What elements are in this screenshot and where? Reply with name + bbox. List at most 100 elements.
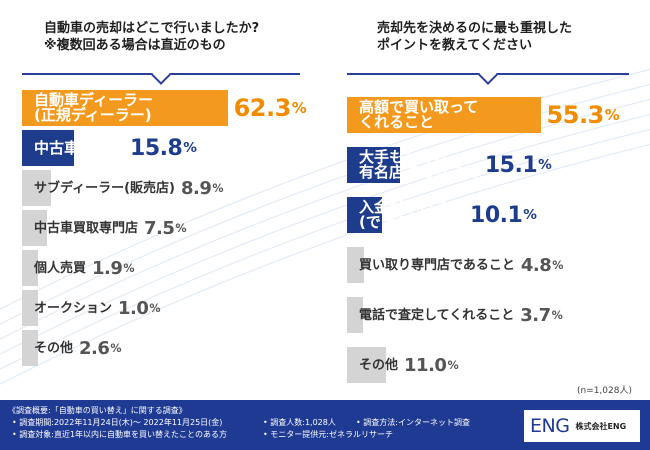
bar-label: 個人売買 (34, 250, 86, 286)
right-chart-title-box: 売却先を決めるのに最も重視した ポイントを教えてください (347, 20, 629, 85)
bar-value: 15.8% (130, 130, 197, 166)
footer-count: • 調査人数:1,028人 (263, 418, 336, 427)
bar-label: 中古車買取専門店 (34, 210, 138, 246)
percent-sign: % (552, 258, 563, 272)
footer-target: • 調査対象:直近1年以内に自動車を買い替えたことのある方 (12, 430, 227, 439)
bar (347, 97, 541, 133)
survey-footer: 《調査概要:「自動車の買い替え」に関する調査》 • 調査期間:2022年11月2… (0, 400, 650, 450)
left-chart-title: 自動車の売却はどこで行いましたか? (44, 21, 260, 36)
bar (22, 290, 38, 326)
bar-value: 11.0% (404, 347, 459, 383)
bar-label-line: 自動車ディーラー (34, 91, 153, 109)
bar-label: 買い取り専門店であること (359, 247, 515, 283)
bar-row: 入金が早いこと (できれば即日) 10.1% (347, 197, 637, 233)
bar-value-number: 2.6 (79, 337, 110, 359)
bar-label: 中古車販売店 (34, 130, 124, 166)
bar-label: 電話で査定してくれること (359, 297, 514, 333)
title-pointer-icon (478, 65, 498, 85)
bar-value-number: 1.0 (118, 297, 149, 319)
bar-label: 大手もしくは 有名店であること (359, 147, 479, 183)
bar-label: その他 (34, 330, 73, 366)
bar-row: 中古車販売店 15.8% (22, 130, 312, 166)
bar-label-line: くれること (359, 113, 435, 131)
percent-sign: % (523, 207, 537, 223)
bar-value: 2.6% (79, 330, 122, 366)
bar-row: その他 11.0% (347, 347, 637, 383)
title-pointer-icon (151, 65, 171, 85)
percent-sign: % (212, 181, 224, 195)
bar-label: 入金が早いこと (できれば即日) (359, 197, 464, 233)
eng-logo-mark: ENG (530, 415, 570, 437)
footer-period: • 調査期間:2022年11月24日(木)～ 2022年11月25日(金) (12, 418, 223, 427)
bar (22, 170, 52, 206)
bar-row: 自動車ディーラー (正規ディーラー) 62.3% (22, 90, 312, 126)
bar-label: その他 (359, 347, 398, 383)
bar-label-line: サブディーラー(販売店) (34, 180, 175, 196)
bar-label-line: 入金が早いこと (359, 198, 465, 216)
percent-sign: % (447, 358, 459, 372)
bar-row: 大手もしくは 有名店であること 15.1% (347, 147, 637, 183)
bar-row: 高額で買い取って くれること 55.3% (347, 97, 637, 133)
footer-heading: 《調査概要:「自動車の買い替え」に関する調査》 (8, 406, 187, 415)
bar-value: 3.7% (520, 297, 563, 333)
percent-sign: % (551, 308, 563, 322)
bar-value-number: 1.9 (92, 257, 123, 279)
bar-row: 電話で査定してくれること 3.7% (347, 297, 637, 333)
percent-sign: % (291, 99, 307, 117)
bar (347, 247, 364, 283)
bar-value: 7.5% (144, 210, 187, 246)
bar (347, 347, 386, 383)
bar-label: オークション (34, 290, 112, 326)
right-chart-title: 売却先を決めるのに最も重視した (377, 21, 573, 36)
bar-value-number: 11.0 (404, 354, 447, 376)
footer-method: • 調査方法:インターネット調査 (356, 418, 470, 427)
bar-label-line: (できれば即日) (359, 213, 463, 231)
bar-label: 自動車ディーラー (正規ディーラー) (34, 90, 153, 126)
percent-sign: % (175, 221, 187, 235)
right-chart-panel: 売却先を決めるのに最も重視した ポイントを教えてください 高額で買い取って くれる… (325, 0, 650, 400)
bar (22, 250, 38, 286)
bar-value-number: 8.9 (180, 177, 212, 199)
bar-value-number: 7.5 (144, 217, 175, 239)
bar (22, 330, 38, 366)
bar-value: 10.1% (470, 197, 537, 233)
bar-label: サブディーラー(販売店) (34, 170, 175, 206)
bar (22, 210, 47, 246)
bar-value: 55.3% (547, 97, 620, 133)
bar-label-line: その他 (34, 340, 74, 356)
right-chart-subtitle: ポイントを教えてください (377, 38, 532, 53)
percent-sign: % (604, 106, 620, 124)
bar-label-line: 中古車買取専門店 (34, 220, 139, 236)
bar-label-line: 買い取り専門店であること (359, 257, 515, 273)
bar-value-number: 3.7 (520, 304, 551, 326)
percent-sign: % (149, 301, 161, 315)
bar (347, 147, 400, 183)
company-logo: ENG 株式会社ENG (524, 410, 640, 442)
sample-size-note: (n=1,028人) (576, 386, 632, 396)
bar-label-line: その他 (359, 357, 399, 373)
company-name: 株式会社ENG (575, 421, 627, 431)
bar-value-number: 10.1 (470, 202, 523, 228)
bar-value: 4.8% (520, 247, 564, 283)
bar (22, 130, 75, 166)
percent-sign: % (183, 140, 197, 156)
bar-value: 1.0% (118, 290, 161, 326)
bar-label-line: 中古車販売店 (34, 138, 125, 157)
bar-row: オークション 1.0% (22, 290, 312, 326)
bar-value: 8.9% (180, 170, 224, 206)
percent-sign: % (110, 341, 122, 355)
bar (347, 297, 363, 333)
percent-sign: % (538, 157, 552, 173)
bar-value-number: 4.8 (520, 254, 552, 276)
bar (347, 197, 383, 233)
bar-label-line: 個人売買 (34, 260, 87, 276)
bar-row: その他 2.6% (22, 330, 312, 366)
bar-value: 15.1% (485, 147, 552, 183)
bar-value-number: 15.8 (130, 135, 183, 161)
percent-sign: % (123, 261, 135, 275)
bar-value-number: 55.3 (546, 101, 605, 129)
left-chart-subtitle: ※複数回ある場合は直近のもの (44, 38, 226, 53)
bar-row: 買い取り専門店であること 4.8% (347, 247, 637, 283)
bar-label-line: 電話で査定してくれること (359, 307, 515, 323)
left-chart-title-box: 自動車の売却はどこで行いましたか? ※複数回ある場合は直近のもの (22, 20, 300, 85)
